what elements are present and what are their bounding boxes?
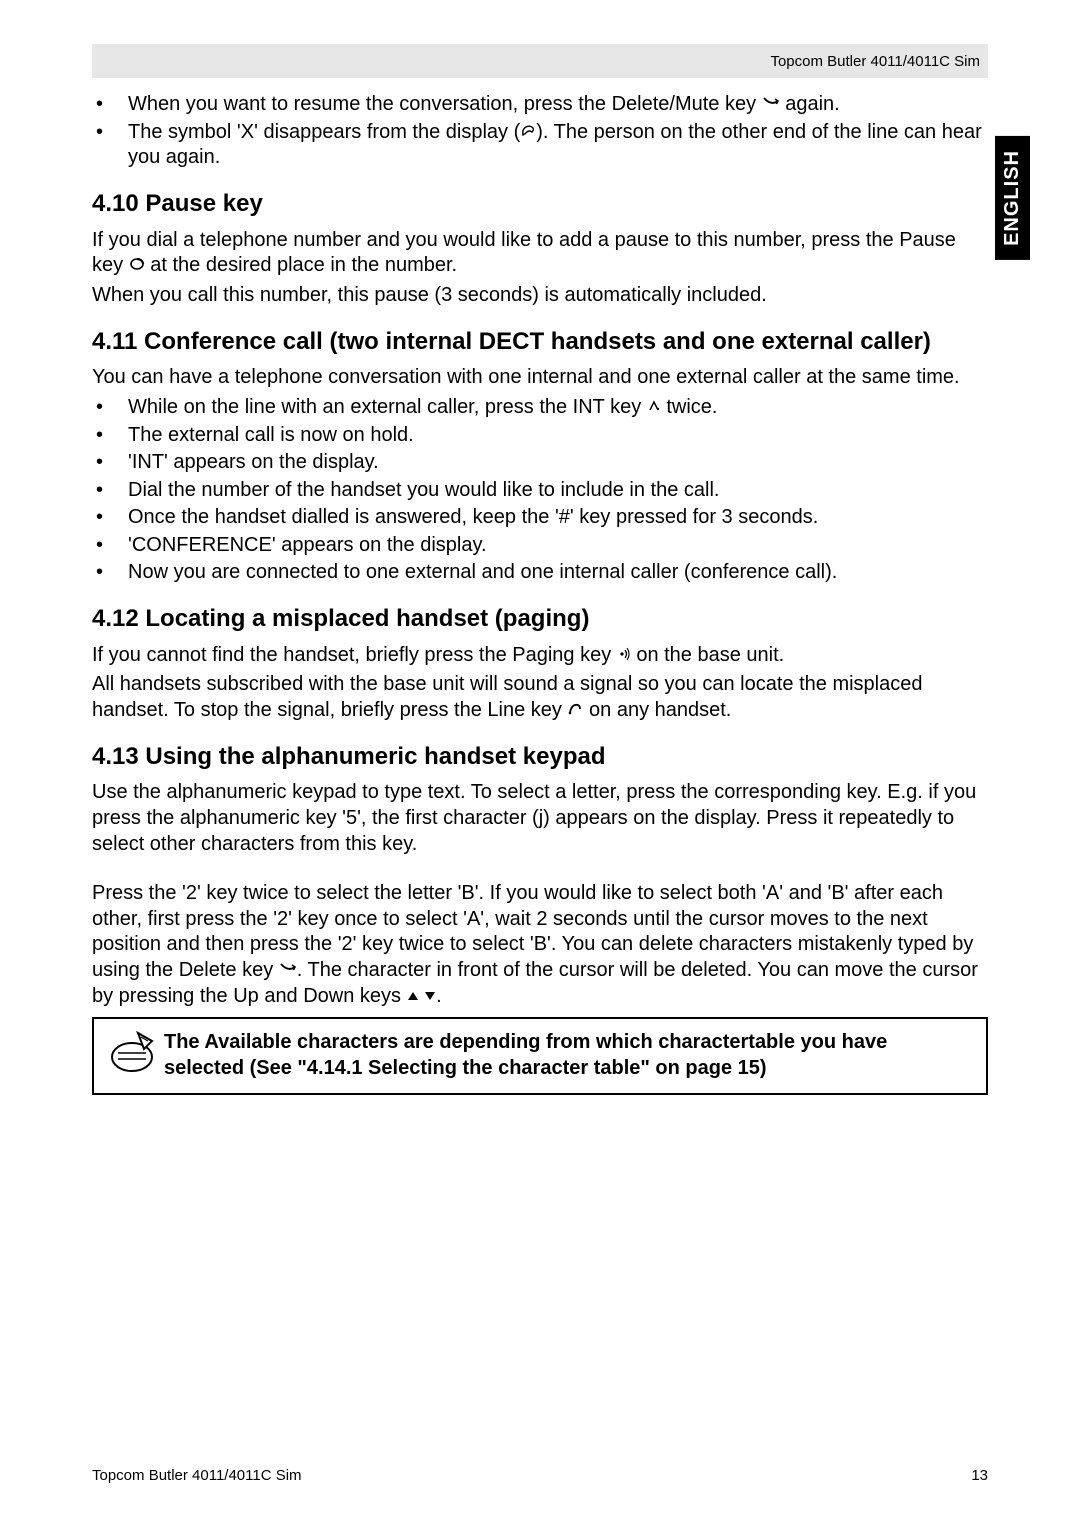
note-text: The Available characters are depending f… (164, 1029, 972, 1081)
section-heading: 4.11 Conference call (two internal DECT … (92, 327, 988, 358)
note-icon (108, 1029, 164, 1083)
paragraph: If you dial a telephone number and you w… (92, 228, 988, 279)
paragraph: Press the '2' key twice to select the le… (92, 881, 988, 1009)
pause-icon (129, 253, 145, 279)
section-heading: 4.13 Using the alphanumeric handset keyp… (92, 742, 988, 773)
footer-page-number: 13 (971, 1467, 988, 1484)
mute-icon (279, 958, 297, 984)
footer: Topcom Butler 4011/4011C Sim 13 (92, 1467, 988, 1484)
paragraph: All handsets subscribed with the base un… (92, 672, 988, 723)
bullet-item: •Dial the number of the handset you woul… (92, 478, 988, 504)
body-content: •When you want to resume the conversatio… (92, 92, 988, 1095)
paging-icon (617, 643, 631, 669)
up-icon (407, 984, 419, 1010)
note-box: The Available characters are depending f… (92, 1017, 988, 1095)
bullet-item: •Now you are connected to one external a… (92, 560, 988, 586)
bullet-item: •'CONFERENCE' appears on the display. (92, 533, 988, 559)
section-heading: 4.12 Locating a misplaced handset (pagin… (92, 604, 988, 635)
bullet-item: •While on the line with an external call… (92, 395, 988, 421)
bullet-list: •While on the line with an external call… (92, 395, 988, 586)
paragraph: Use the alphanumeric keypad to type text… (92, 780, 988, 857)
down-icon (424, 984, 436, 1010)
bullet-item: •The external call is now on hold. (92, 423, 988, 449)
line-icon (567, 698, 583, 724)
page: Topcom Butler 4011/4011C Sim ENGLISH •Wh… (0, 0, 1080, 1528)
header-product: Topcom Butler 4011/4011C Sim (770, 53, 980, 70)
section-heading: 4.10 Pause key (92, 189, 988, 220)
handset-icon (520, 120, 536, 146)
intro-bullet-list: •When you want to resume the conversatio… (92, 92, 988, 171)
paragraph: When you call this number, this pause (3… (92, 283, 988, 309)
header-bar: Topcom Butler 4011/4011C Sim (92, 44, 988, 78)
paragraph: If you cannot find the handset, briefly … (92, 643, 988, 669)
bullet-item: •The symbol 'X' disappears from the disp… (92, 120, 988, 171)
paragraph: You can have a telephone conversation wi… (92, 365, 988, 391)
footer-left: Topcom Butler 4011/4011C Sim (92, 1467, 302, 1484)
bullet-item: •'INT' appears on the display. (92, 450, 988, 476)
bullet-item: •Once the handset dialled is answered, k… (92, 505, 988, 531)
mute-icon (762, 92, 780, 118)
language-tab: ENGLISH (995, 136, 1030, 260)
int-icon (647, 395, 661, 421)
bullet-item: •When you want to resume the conversatio… (92, 92, 988, 118)
